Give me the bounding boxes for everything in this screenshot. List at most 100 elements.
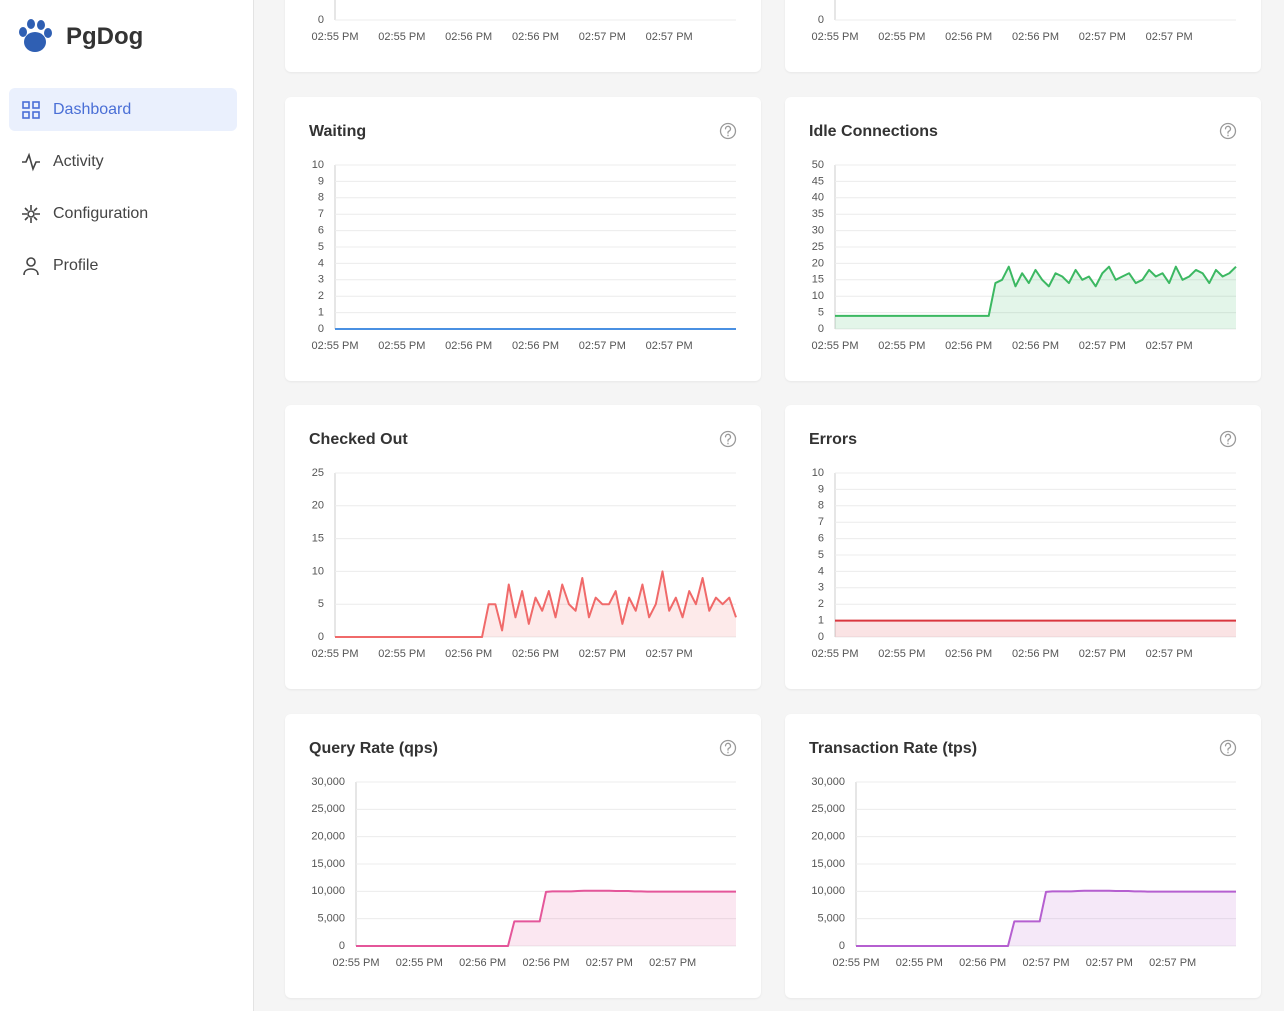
help-circle bbox=[1219, 430, 1237, 448]
y-tick-label: 15 bbox=[812, 273, 824, 285]
y-tick-label: 0 bbox=[318, 322, 324, 334]
line bbox=[856, 889, 1236, 947]
x-tick-label: 02:57 PM bbox=[1146, 648, 1193, 660]
chart-card: Query Rate (qps) 0 5,000 10,000 15,000 20,000… bbox=[285, 713, 761, 998]
y-tick-label: 10,000 bbox=[811, 885, 845, 897]
chart: Transaction Rate (tps) 0 5,000 10,000 15,000… bbox=[809, 739, 1237, 968]
y-tick-label: 25 bbox=[812, 240, 824, 252]
x-tick-label: 02:55 PM bbox=[396, 956, 443, 968]
chart-card: Idle Connections 0 5 10 15 20 25 30 35 40 45 50 02:5… bbox=[785, 96, 1261, 381]
y-tick-label: 5 bbox=[318, 240, 324, 252]
help-mark bbox=[1224, 742, 1232, 753]
chart-title: Errors bbox=[809, 431, 857, 448]
x-tick-label: 02:56 PM bbox=[1012, 339, 1059, 351]
x-tick-label: 02:57 PM bbox=[1079, 31, 1126, 43]
x-tick-label: 02:56 PM bbox=[445, 31, 492, 43]
y-tick-label: 0 bbox=[318, 14, 324, 26]
x-tick-label: 02:55 PM bbox=[311, 31, 358, 43]
x-tick-label: 02:56 PM bbox=[1012, 31, 1059, 43]
y-tick-label: 0 bbox=[339, 939, 345, 951]
brand-name: PgDog bbox=[66, 23, 144, 50]
help-icon[interactable] bbox=[719, 430, 737, 448]
nav-item[interactable]: Dashboard bbox=[9, 88, 237, 131]
y-tick-label: 35 bbox=[812, 208, 824, 220]
help-icon[interactable] bbox=[719, 122, 737, 139]
y-tick-label: 9 bbox=[818, 483, 824, 495]
y-tick-label: 30,000 bbox=[311, 775, 345, 787]
x-tick-label: 02:56 PM bbox=[1012, 648, 1059, 660]
y-tick-label: 15 bbox=[312, 533, 324, 545]
help-icon[interactable] bbox=[1219, 122, 1237, 139]
x-tick-label: 02:57 PM bbox=[646, 31, 693, 43]
y-tick-label: 1 bbox=[318, 306, 324, 318]
area bbox=[856, 890, 1236, 946]
y-tick-label: 10 bbox=[812, 290, 824, 302]
x-tick-label: 02:57 PM bbox=[646, 648, 693, 660]
brand[interactable]: PgDog bbox=[16, 18, 143, 56]
nav-item[interactable]: Configuration bbox=[9, 192, 237, 235]
icon bbox=[22, 204, 40, 223]
line bbox=[335, 570, 737, 638]
x-tick-label: 02:56 PM bbox=[512, 31, 559, 43]
x-tick-label: 02:55 PM bbox=[811, 648, 858, 660]
x-tick-label: 02:57 PM bbox=[1086, 956, 1133, 968]
y-tick-label: 0 bbox=[818, 322, 824, 334]
y-tick-label: 40 bbox=[812, 191, 824, 203]
y-tick-label: 4 bbox=[818, 565, 824, 577]
x-tick-label: 02:55 PM bbox=[311, 339, 358, 351]
chart-card: Checked Out 0 5 10 15 20 25 02:55 PM 02:55 PM 02:… bbox=[285, 405, 761, 689]
x-tick-label: 02:55 PM bbox=[878, 648, 925, 660]
y-tick-label: 10,000 bbox=[311, 885, 345, 897]
y-tick-label: 30,000 bbox=[811, 775, 845, 787]
y-tick-label: 6 bbox=[818, 533, 824, 545]
help-mark bbox=[1224, 433, 1232, 445]
y-tick-label: 4 bbox=[318, 257, 324, 269]
x-tick-label: 02:57 PM bbox=[1146, 339, 1193, 351]
x-tick-label: 02:55 PM bbox=[378, 339, 425, 351]
y-tick-label: 3 bbox=[818, 582, 824, 594]
nav-label: Activity bbox=[53, 152, 104, 170]
help-mark bbox=[724, 433, 732, 445]
help-icon[interactable] bbox=[1219, 739, 1237, 756]
x-tick-label: 02:56 PM bbox=[522, 956, 569, 968]
x-tick-label: 02:57 PM bbox=[649, 956, 696, 968]
help-circle bbox=[719, 122, 737, 139]
chart-title: Query Rate (qps) bbox=[309, 740, 438, 757]
y-tick-label: 20 bbox=[812, 257, 824, 269]
x-tick-label: 02:55 PM bbox=[896, 956, 943, 968]
y-tick-label: 1 bbox=[818, 615, 824, 627]
help-icon[interactable] bbox=[1219, 430, 1237, 448]
nav-label: Configuration bbox=[53, 204, 149, 222]
y-tick-label: 20 bbox=[312, 500, 324, 512]
y-tick-label: 15,000 bbox=[811, 857, 845, 869]
nav-label: Profile bbox=[53, 256, 99, 274]
chart-card: Errors 0 1 2 3 4 5 6 7 8 9 10 02:55 PM 02:55 PM 02:56 … bbox=[785, 405, 1261, 689]
y-tick-label: 8 bbox=[818, 500, 824, 512]
logo bbox=[19, 19, 52, 52]
x-tick-label: 02:55 PM bbox=[311, 648, 358, 660]
y-tick-label: 5 bbox=[318, 598, 324, 610]
y-tick-label: 25,000 bbox=[811, 803, 845, 815]
x-tick-label: 02:55 PM bbox=[878, 339, 925, 351]
x-tick-label: 02:55 PM bbox=[378, 31, 425, 43]
line bbox=[356, 889, 736, 947]
y-tick-label: 0 bbox=[318, 631, 324, 643]
nav-item[interactable]: Profile bbox=[9, 244, 237, 287]
x-tick-label: 02:57 PM bbox=[586, 956, 633, 968]
y-tick-label: 6 bbox=[318, 224, 324, 236]
y-tick-label: 8 bbox=[318, 191, 324, 203]
y-tick-label: 5,000 bbox=[317, 912, 345, 924]
help-icon[interactable] bbox=[719, 739, 737, 756]
help-circle bbox=[1219, 122, 1237, 139]
chart-title: Checked Out bbox=[309, 431, 408, 448]
help-circle bbox=[719, 739, 737, 756]
y-tick-label: 10 bbox=[312, 158, 324, 170]
help-mark bbox=[1224, 125, 1232, 136]
y-tick-label: 0 bbox=[839, 939, 845, 951]
x-tick-label: 02:55 PM bbox=[332, 956, 379, 968]
line bbox=[835, 265, 1237, 317]
y-tick-label: 2 bbox=[318, 290, 324, 302]
y-tick-label: 20,000 bbox=[311, 830, 345, 842]
nav-item[interactable]: Activity bbox=[9, 140, 237, 183]
y-tick-label: 0 bbox=[818, 14, 824, 26]
